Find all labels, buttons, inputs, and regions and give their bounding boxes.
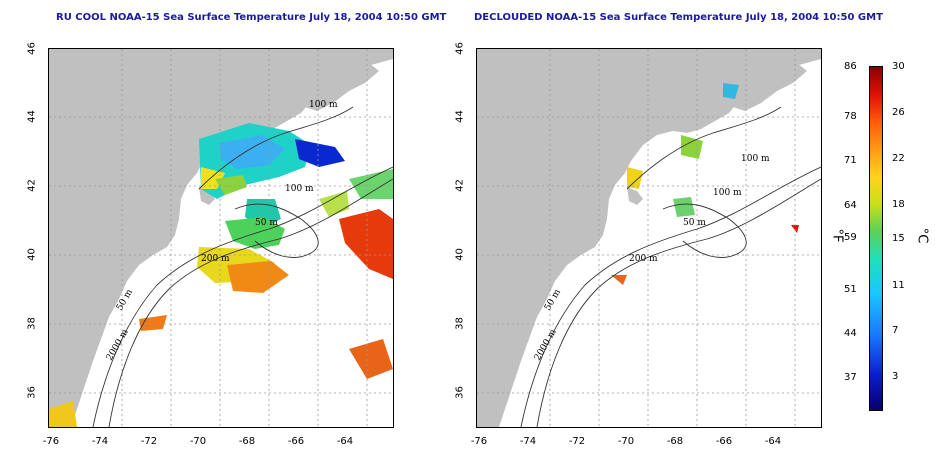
graticule bbox=[49, 49, 393, 427]
bathymetry-contours bbox=[520, 106, 821, 427]
lat-tick-label: 40 bbox=[454, 248, 466, 261]
lon-tick-label: -72 bbox=[140, 436, 158, 447]
sst-patches bbox=[611, 83, 799, 285]
contour-label: 2000 m bbox=[533, 327, 559, 362]
lon-tick-label: -66 bbox=[287, 436, 305, 447]
lat-tick-label: 44 bbox=[26, 110, 38, 123]
fahrenheit-tick: 44 bbox=[844, 328, 857, 339]
nova-scotia-land bbox=[731, 59, 807, 111]
sst-patches bbox=[49, 123, 393, 427]
raw-sst-map-canvas: 100 m 100 m 50 m 200 m 50 m 2000 m bbox=[49, 49, 393, 427]
contour-label: 50 m bbox=[255, 218, 278, 228]
fahrenheit-unit-label: °F bbox=[829, 228, 845, 243]
lat-tick-label: 36 bbox=[454, 386, 466, 399]
temperature-colorbar bbox=[869, 66, 883, 411]
fahrenheit-tick: 71 bbox=[844, 155, 857, 166]
lon-tick-label: -66 bbox=[715, 436, 733, 447]
contour-label: 50 m bbox=[683, 218, 706, 228]
lon-tick-label: -70 bbox=[617, 436, 635, 447]
raw-sst-map[interactable]: 100 m 100 m 50 m 200 m 50 m 2000 m bbox=[48, 48, 394, 428]
lon-tick-label: -70 bbox=[189, 436, 207, 447]
declouded-sst-map[interactable]: 100 m 100 m 50 m 200 m 50 m 2000 m bbox=[476, 48, 822, 428]
celsius-unit-label: °C bbox=[914, 227, 930, 244]
lat-tick-label: 40 bbox=[26, 248, 38, 261]
lat-tick-label: 36 bbox=[26, 386, 38, 399]
lon-tick-label: -64 bbox=[764, 436, 782, 447]
contour-label: 100 m bbox=[741, 154, 770, 164]
celsius-tick: 15 bbox=[892, 233, 905, 244]
contour-label: 100 m bbox=[713, 188, 742, 198]
lon-tick-label: -74 bbox=[91, 436, 109, 447]
celsius-tick: 7 bbox=[892, 325, 899, 336]
fahrenheit-tick: 64 bbox=[844, 200, 857, 211]
lat-tick-label: 44 bbox=[454, 110, 466, 123]
contour-label: 2000 m bbox=[105, 327, 131, 362]
celsius-tick: 11 bbox=[892, 280, 905, 291]
lon-tick-label: -68 bbox=[238, 436, 256, 447]
right-map-title: DECLOUDED NOAA-15 Sea Surface Temperatur… bbox=[474, 12, 883, 23]
celsius-tick: 30 bbox=[892, 61, 905, 72]
lat-tick-label: 42 bbox=[454, 179, 466, 192]
fahrenheit-tick: 86 bbox=[844, 61, 857, 72]
lon-tick-label: -76 bbox=[470, 436, 488, 447]
celsius-tick: 18 bbox=[892, 199, 905, 210]
land-mass bbox=[477, 49, 821, 427]
contour-label: 100 m bbox=[285, 184, 314, 194]
contour-label: 200 m bbox=[629, 254, 658, 264]
lon-tick-label: -64 bbox=[336, 436, 354, 447]
lat-tick-label: 42 bbox=[26, 179, 38, 192]
fahrenheit-tick: 37 bbox=[844, 372, 857, 383]
celsius-tick: 26 bbox=[892, 107, 905, 118]
lon-tick-label: -76 bbox=[42, 436, 60, 447]
lon-tick-label: -74 bbox=[519, 436, 537, 447]
fahrenheit-tick: 78 bbox=[844, 111, 857, 122]
celsius-tick: 22 bbox=[892, 153, 905, 164]
cape-cod-land bbox=[627, 187, 643, 205]
bathymetry-contours bbox=[92, 106, 393, 427]
graticule bbox=[477, 49, 821, 427]
lat-tick-label: 38 bbox=[26, 317, 38, 330]
lat-tick-label: 46 bbox=[26, 42, 38, 55]
cape-cod-land bbox=[199, 187, 215, 205]
left-map-title: RU COOL NOAA-15 Sea Surface Temperature … bbox=[56, 12, 447, 23]
fahrenheit-tick: 59 bbox=[844, 232, 857, 243]
contour-label: 100 m bbox=[309, 100, 338, 110]
lat-tick-label: 38 bbox=[454, 317, 466, 330]
land-mass bbox=[49, 49, 393, 427]
declouded-sst-map-canvas: 100 m 100 m 50 m 200 m 50 m 2000 m bbox=[477, 49, 821, 427]
celsius-tick: 3 bbox=[892, 371, 899, 382]
nova-scotia-land bbox=[303, 59, 379, 111]
lon-tick-label: -68 bbox=[666, 436, 684, 447]
lon-tick-label: -72 bbox=[568, 436, 586, 447]
contour-label: 200 m bbox=[201, 254, 230, 264]
lat-tick-label: 46 bbox=[454, 42, 466, 55]
fahrenheit-tick: 51 bbox=[844, 284, 857, 295]
